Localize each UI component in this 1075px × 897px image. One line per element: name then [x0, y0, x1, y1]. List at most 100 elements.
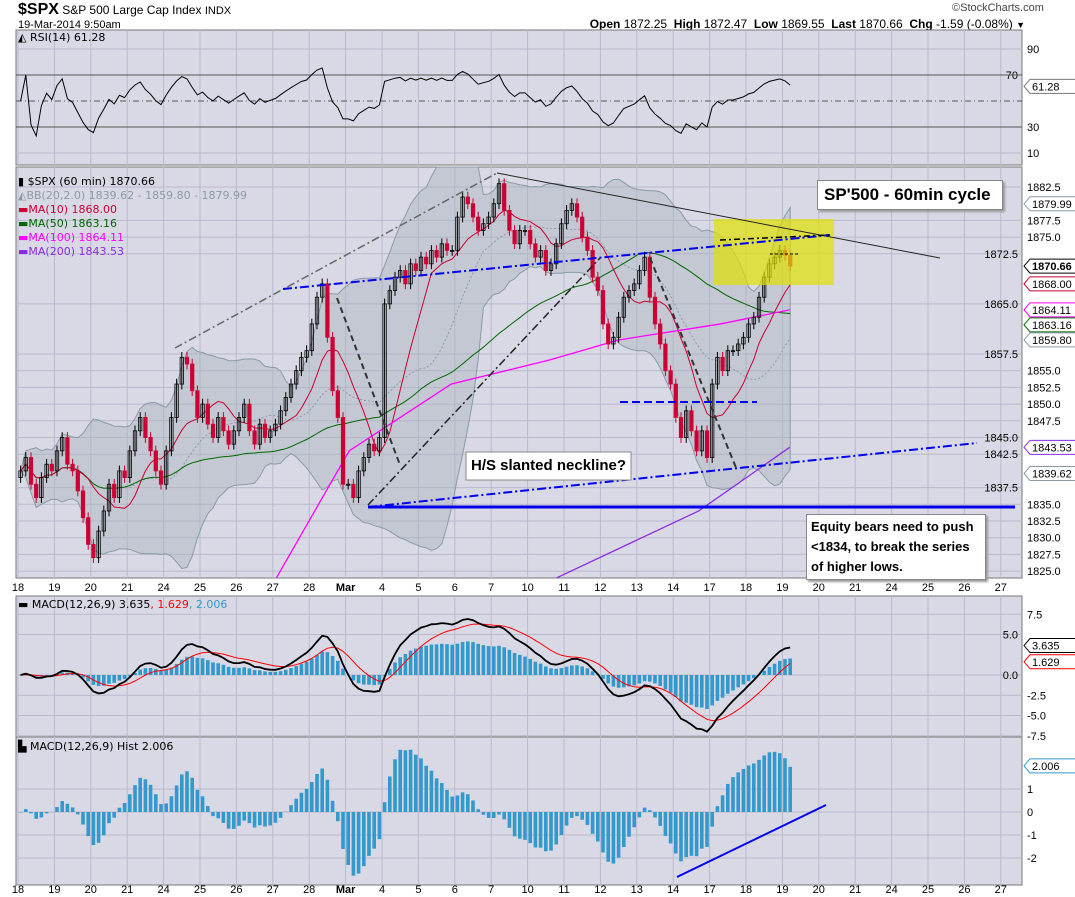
- candle: [450, 245, 455, 256]
- annotation-title-box: SP'500 - 60min cycle: [817, 180, 1003, 210]
- hist-bar: [122, 802, 127, 812]
- hist-bar: [60, 801, 64, 812]
- hist-bar: [559, 812, 564, 836]
- candle-body: [710, 383, 715, 458]
- hist-bar: [538, 812, 543, 848]
- macd-hist-bar: [310, 658, 314, 675]
- macd-hist-bar: [486, 646, 491, 675]
- hist-bar: [117, 807, 122, 812]
- hist-bar: [752, 763, 756, 812]
- candle: [153, 445, 158, 477]
- candle-body: [65, 437, 70, 465]
- macd-hist-bar: [148, 667, 153, 675]
- candle: [44, 458, 49, 483]
- macd-line: [20, 618, 791, 733]
- hist-bar: [528, 812, 532, 844]
- macd-hist-bar: [232, 667, 236, 675]
- low-value: 1869.55: [781, 17, 825, 31]
- macd-axis-label: 0.0: [1003, 670, 1018, 682]
- x-tick-label-bottom: 19: [776, 884, 788, 896]
- x-tick-label-bottom: 20: [85, 884, 97, 896]
- candle: [91, 539, 96, 564]
- x-tick-label: 21: [121, 582, 133, 594]
- candle-body: [340, 417, 346, 485]
- candle: [75, 465, 80, 497]
- macd-hist-bar: [393, 662, 397, 675]
- price-axis-label: 1830.0: [1027, 533, 1061, 545]
- macd-hist-bar: [694, 675, 699, 708]
- ma10-line: [20, 209, 791, 509]
- candle-body: [585, 236, 590, 251]
- macd-hist-bar: [362, 675, 366, 685]
- candle-body: [658, 323, 663, 345]
- x-tick-label-bottom: 25: [194, 884, 206, 896]
- candle: [434, 245, 439, 263]
- hist-bar: [679, 812, 683, 862]
- macd-hist-bar: [460, 641, 465, 675]
- price-axis-label: 1855.0: [1027, 366, 1061, 378]
- macd-signal-legend: , 1.629: [150, 598, 189, 611]
- candle-body: [699, 430, 704, 452]
- hist-bar: [403, 750, 408, 812]
- candle-body: [335, 390, 340, 418]
- macd-legend: ▬ MACD(12,26,9) 3.635, 1.629, 2.006: [18, 598, 228, 611]
- macd-hist-bar: [658, 675, 662, 686]
- macd-hist-bar: [330, 656, 335, 675]
- macd-hist-bar: [367, 675, 371, 685]
- candle-body: [138, 417, 143, 432]
- x-tick-label-bottom: 4: [379, 884, 385, 896]
- price-tag: 1870.66: [1023, 258, 1075, 274]
- price-tag-text: 1843.53: [1032, 442, 1072, 454]
- candle-body: [205, 403, 210, 425]
- hist-bar: [606, 812, 610, 862]
- macd-hist-bar: [226, 666, 231, 675]
- x-tick-label-bottom: Mar: [336, 884, 356, 896]
- macd-legend-text: MACD(12,26,9) 3.635: [31, 598, 151, 611]
- candle-body: [330, 336, 335, 392]
- exchange: INDX: [204, 5, 232, 17]
- hist-bar: [720, 795, 725, 812]
- candle-body: [70, 463, 75, 472]
- rsi-axis-label: 10: [1027, 148, 1039, 160]
- candle: [647, 251, 652, 303]
- hist-bar: [367, 812, 371, 856]
- x-tick-label: 11: [558, 582, 569, 594]
- neckline-note-box: [465, 451, 632, 481]
- candle: [387, 285, 392, 310]
- candle: [174, 378, 179, 423]
- dropdown-caret-icon[interactable]: ▼: [1016, 20, 1025, 30]
- chg-value: -1.59 (-0.08%): [936, 17, 1013, 31]
- hist-bar: [746, 765, 751, 812]
- macd-hist-bar: [237, 667, 241, 675]
- x-tick-label-bottom: 28: [303, 884, 315, 896]
- macd-hist-bar: [684, 675, 688, 703]
- macd-tag-text: 1.629: [1032, 657, 1060, 669]
- macd-hist-bar: [471, 642, 475, 675]
- macd-hist-bar: [502, 647, 506, 675]
- candle: [283, 392, 288, 417]
- candle: [673, 378, 678, 423]
- hist-bar: [154, 794, 158, 812]
- rsi-icon: ◭: [18, 31, 27, 44]
- candle: [210, 418, 216, 443]
- macd-axis-label: 5.0: [1003, 630, 1018, 642]
- hist-bar: [299, 792, 304, 812]
- macd-hist-bar: [299, 663, 304, 675]
- macd-hist-bar: [164, 670, 168, 675]
- x-tick-label-bottom: 10: [521, 884, 533, 896]
- candle-body: [304, 350, 309, 358]
- candle-body: [678, 417, 684, 438]
- tag-shape: [1023, 654, 1075, 670]
- hist-bar: [268, 812, 272, 826]
- hist-bar: [575, 812, 579, 817]
- hist-bar: [356, 812, 361, 874]
- hist-bar: [195, 789, 200, 812]
- candle: [366, 438, 372, 463]
- macd-hist-bar: [564, 666, 569, 675]
- candle-body: [164, 450, 169, 485]
- candle-body: [580, 216, 585, 238]
- macd-hist-bar: [674, 675, 678, 697]
- hist-bar: [694, 812, 699, 857]
- candle: [257, 418, 262, 450]
- hist-bar: [200, 796, 205, 812]
